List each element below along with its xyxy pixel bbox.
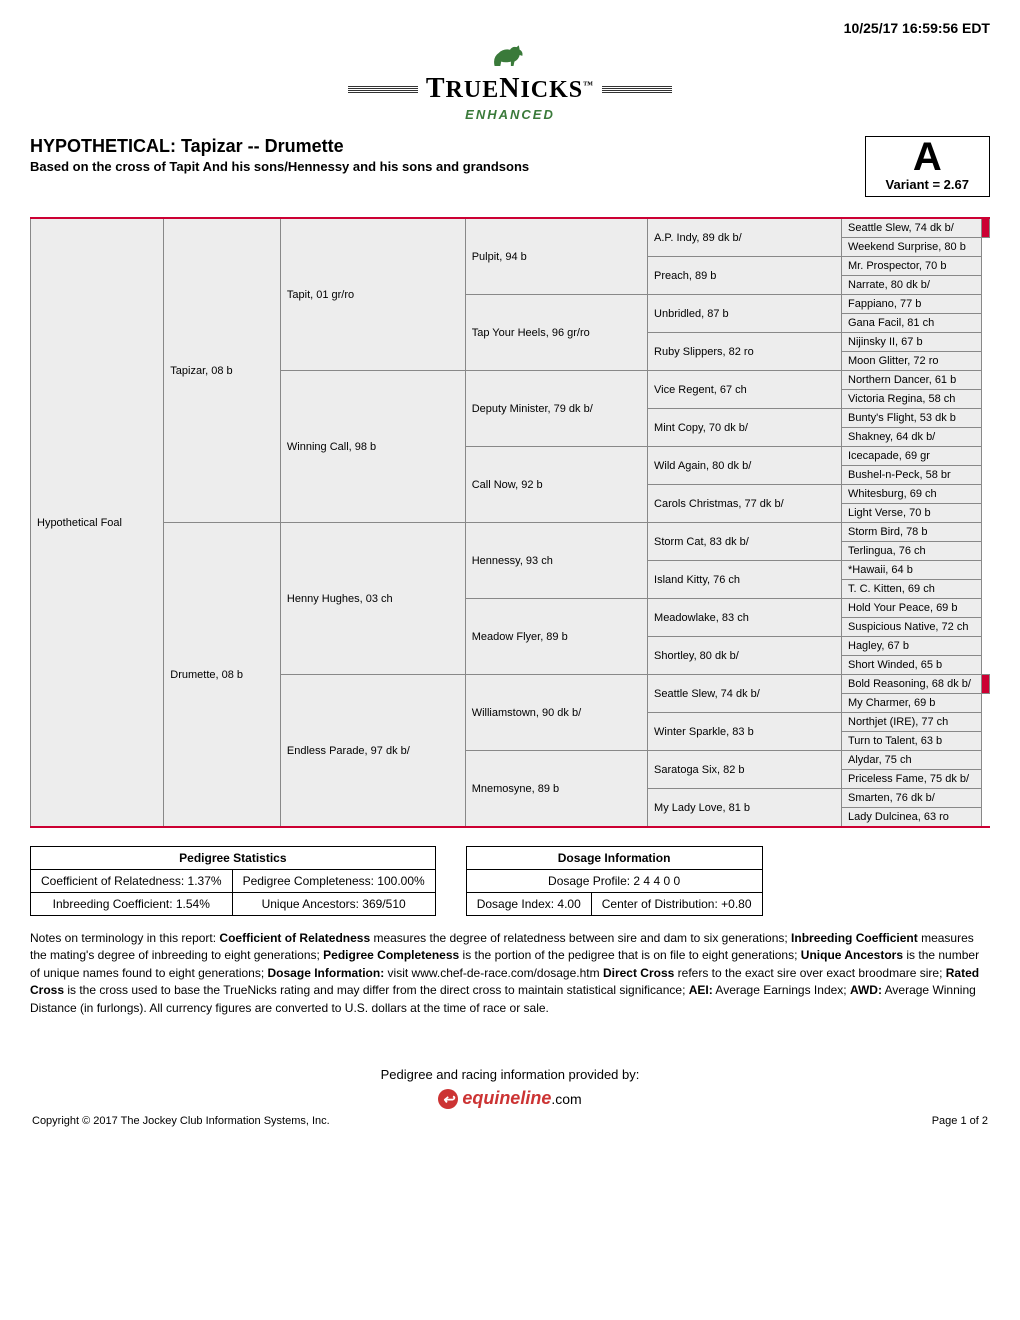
gen6-21: Suspicious Native, 72 ch — [842, 618, 982, 637]
gen5-11: Shortley, 80 dk b/ — [648, 637, 842, 675]
gen6-6: Nijinsky II, 67 b — [842, 333, 982, 352]
gen6-27: Turn to Talent, 63 b — [842, 732, 982, 751]
gen6-5: Gana Facil, 81 ch — [842, 314, 982, 333]
gen5-13: Winter Sparkle, 83 b — [648, 713, 842, 751]
gen5-1: Preach, 89 b — [648, 257, 842, 295]
ped-complete: Pedigree Completeness: 100.00% — [232, 870, 435, 893]
dosage-table: Dosage Information Dosage Profile: 2 4 4… — [466, 846, 763, 916]
coef-related: Coefficient of Relatedness: 1.37% — [31, 870, 233, 893]
red-marker — [982, 675, 990, 694]
footer: Pedigree and racing information provided… — [30, 1067, 990, 1127]
gen4-7: Mnemosyne, 89 b — [465, 751, 647, 828]
gen4-2: Deputy Minister, 79 dk b/ — [465, 371, 647, 447]
center-dist: Center of Distribution: +0.80 — [591, 893, 762, 916]
gen1: Hypothetical Foal — [31, 218, 164, 827]
ped-stats-header: Pedigree Statistics — [31, 847, 436, 870]
gen6-22: Hagley, 67 b — [842, 637, 982, 656]
gen6-7: Moon Glitter, 72 ro — [842, 352, 982, 371]
dosage-index: Dosage Index: 4.00 — [466, 893, 591, 916]
pedigree-table: Hypothetical Foal Tapizar, 08 b Tapit, 0… — [30, 217, 990, 828]
gen6-0: Seattle Slew, 74 dk b/ — [842, 218, 982, 238]
copyright: Copyright © 2017 The Jockey Club Informa… — [32, 1115, 330, 1127]
gen6-16: Storm Bird, 78 b — [842, 523, 982, 542]
gen6-1: Weekend Surprise, 80 b — [842, 238, 982, 257]
enhanced-label: ENHANCED — [348, 107, 672, 122]
pedigree-stats-table: Pedigree Statistics Coefficient of Relat… — [30, 846, 436, 916]
gen6-19: T. C. Kitten, 69 ch — [842, 580, 982, 599]
report-title: HYPOTHETICAL: Tapizar -- Drumette — [30, 136, 529, 157]
terminology-notes: Notes on terminology in this report: Coe… — [30, 930, 990, 1017]
gen2-1: Drumette, 08 b — [164, 523, 281, 828]
grade-letter: A — [886, 137, 969, 177]
gen5-15: My Lady Love, 81 b — [648, 789, 842, 828]
red-marker — [982, 218, 990, 238]
gen5-9: Island Kitty, 76 ch — [648, 561, 842, 599]
logo-section: TRUENICKS™ ENHANCED — [30, 40, 990, 122]
dosage-profile: Dosage Profile: 2 4 4 0 0 — [466, 870, 762, 893]
gen6-14: Whitesburg, 69 ch — [842, 485, 982, 504]
gen4-5: Meadow Flyer, 89 b — [465, 599, 647, 675]
gen4-6: Williamstown, 90 dk b/ — [465, 675, 647, 751]
gen6-31: Lady Dulcinea, 63 ro — [842, 808, 982, 828]
gen6-28: Alydar, 75 ch — [842, 751, 982, 770]
gen5-0: A.P. Indy, 89 dk b/ — [648, 218, 842, 257]
header-row: HYPOTHETICAL: Tapizar -- Drumette Based … — [30, 136, 990, 197]
swoosh-icon: ↩ — [438, 1089, 458, 1109]
gen5-7: Carols Christmas, 77 dk b/ — [648, 485, 842, 523]
gen3-2: Henny Hughes, 03 ch — [280, 523, 465, 675]
gen6-20: Hold Your Peace, 69 b — [842, 599, 982, 618]
gen6-8: Northern Dancer, 61 b — [842, 371, 982, 390]
gen6-24: Bold Reasoning, 68 dk b/ — [842, 675, 982, 694]
gen3-3: Endless Parade, 97 dk b/ — [280, 675, 465, 828]
gen5-5: Mint Copy, 70 dk b/ — [648, 409, 842, 447]
gen6-13: Bushel-n-Peck, 58 br — [842, 466, 982, 485]
gen3-1: Winning Call, 98 b — [280, 371, 465, 523]
grade-box: A Variant = 2.67 — [865, 136, 990, 197]
gen2-0: Tapizar, 08 b — [164, 218, 281, 523]
gen6-3: Narrate, 80 dk b/ — [842, 276, 982, 295]
gen6-25: My Charmer, 69 b — [842, 694, 982, 713]
stats-row: Pedigree Statistics Coefficient of Relat… — [30, 846, 990, 916]
gen6-30: Smarten, 76 dk b/ — [842, 789, 982, 808]
horse-icon — [488, 40, 532, 70]
gen5-10: Meadowlake, 83 ch — [648, 599, 842, 637]
dosage-header: Dosage Information — [466, 847, 762, 870]
gen6-17: Terlingua, 76 ch — [842, 542, 982, 561]
gen3-0: Tapit, 01 gr/ro — [280, 218, 465, 371]
gen4-4: Hennessy, 93 ch — [465, 523, 647, 599]
timestamp: 10/25/17 16:59:56 EDT — [30, 20, 990, 36]
page-number: Page 1 of 2 — [932, 1115, 988, 1127]
gen4-1: Tap Your Heels, 96 gr/ro — [465, 295, 647, 371]
gen5-4: Vice Regent, 67 ch — [648, 371, 842, 409]
gen4-0: Pulpit, 94 b — [465, 218, 647, 295]
gen6-10: Bunty's Flight, 53 dk b — [842, 409, 982, 428]
gen6-4: Fappiano, 77 b — [842, 295, 982, 314]
gen5-12: Seattle Slew, 74 dk b/ — [648, 675, 842, 713]
inbreed: Inbreeding Coefficient: 1.54% — [31, 893, 233, 916]
logo-text: TRUENICKS™ — [426, 73, 594, 105]
gen6-2: Mr. Prospector, 70 b — [842, 257, 982, 276]
gen6-29: Priceless Fame, 75 dk b/ — [842, 770, 982, 789]
variant-value: Variant = 2.67 — [886, 177, 969, 192]
unique-ancestors: Unique Ancestors: 369/510 — [232, 893, 435, 916]
gen5-14: Saratoga Six, 82 b — [648, 751, 842, 789]
gen5-6: Wild Again, 80 dk b/ — [648, 447, 842, 485]
gen6-12: Icecapade, 69 gr — [842, 447, 982, 466]
gen6-15: Light Verse, 70 b — [842, 504, 982, 523]
equineline-logo: ↩equineline.com — [30, 1088, 990, 1109]
gen5-3: Ruby Slippers, 82 ro — [648, 333, 842, 371]
gen6-23: Short Winded, 65 b — [842, 656, 982, 675]
gen5-8: Storm Cat, 83 dk b/ — [648, 523, 842, 561]
gen6-18: *Hawaii, 64 b — [842, 561, 982, 580]
gen4-3: Call Now, 92 b — [465, 447, 647, 523]
gen5-2: Unbridled, 87 b — [648, 295, 842, 333]
gen6-9: Victoria Regina, 58 ch — [842, 390, 982, 409]
gen6-11: Shakney, 64 dk b/ — [842, 428, 982, 447]
gen6-26: Northjet (IRE), 77 ch — [842, 713, 982, 732]
report-subtitle: Based on the cross of Tapit And his sons… — [30, 159, 529, 174]
provided-by: Pedigree and racing information provided… — [30, 1067, 990, 1082]
